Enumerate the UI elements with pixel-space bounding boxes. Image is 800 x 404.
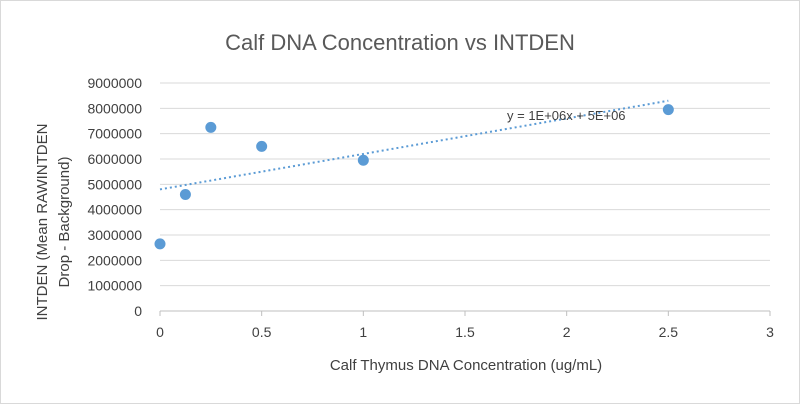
y-axis-label: INTDEN (Mean RAWINTDEN Drop - Background… — [34, 124, 73, 321]
y-tick-label: 0 — [134, 303, 142, 319]
y-tick-label: 7000000 — [87, 126, 142, 142]
y-axis-label-line1: INTDEN (Mean RAWINTDEN — [34, 124, 51, 321]
trendline-group — [159, 99, 669, 191]
x-tick-label: 1 — [359, 324, 367, 340]
trendline — [159, 99, 669, 191]
chart-title: Calf DNA Concentration vs INTDEN — [225, 30, 575, 55]
x-axis-label: Calf Thymus DNA Concentration (ug/mL) — [330, 357, 602, 374]
data-point-1 — [179, 188, 191, 200]
data-point-4 — [357, 154, 369, 166]
x-tick-label: 0.5 — [252, 324, 272, 340]
y-tick-label: 1000000 — [87, 278, 142, 294]
axes — [159, 310, 771, 316]
y-tick-labels: 0 1000000 2000000 3000000 4000000 5000000 6000… — [87, 75, 142, 319]
x-tick-label: 2 — [563, 324, 571, 340]
y-tick-label: 5000000 — [87, 176, 142, 192]
data-point-0 — [154, 238, 166, 250]
y-tick-label: 4000000 — [87, 202, 142, 218]
x-tick-label: 1.5 — [455, 324, 475, 340]
trendline-equation: y = 1E+06x + 5E+06 — [507, 108, 626, 123]
y-tick-label: 8000000 — [87, 100, 142, 116]
data-point-3 — [256, 140, 268, 152]
grid-lines — [160, 82, 770, 312]
data-point-2 — [205, 121, 217, 133]
data-point-5 — [662, 104, 674, 116]
x-tick-label: 2.5 — [659, 324, 679, 340]
x-tick-labels: 0 0.5 1 1.5 2 2.5 3 — [156, 324, 774, 340]
y-tick-label: 2000000 — [87, 252, 142, 268]
x-tick-label: 3 — [766, 324, 774, 340]
y-tick-label: 3000000 — [87, 227, 142, 243]
data-points — [154, 104, 674, 250]
y-tick-label: 9000000 — [87, 75, 142, 91]
x-tick-label: 0 — [156, 324, 164, 340]
y-tick-label: 6000000 — [87, 151, 142, 167]
y-axis-label-line2: Drop - Background) — [56, 157, 73, 288]
